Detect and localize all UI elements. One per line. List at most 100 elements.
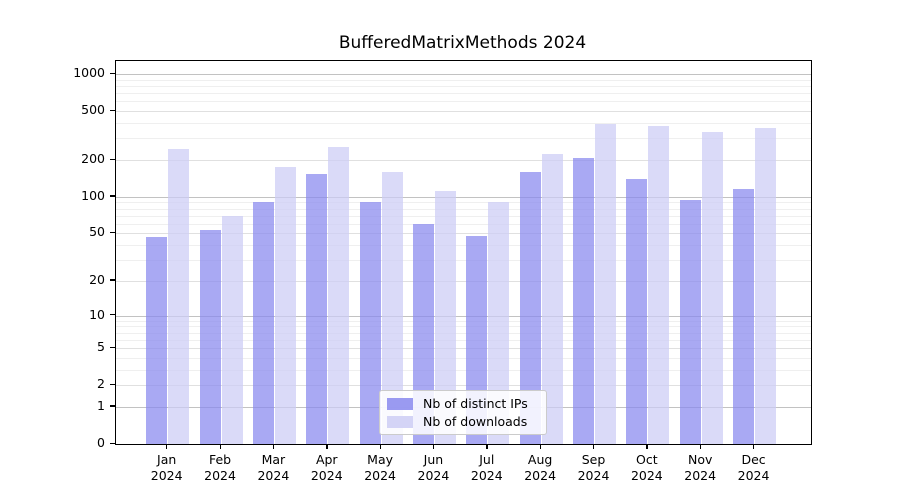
x-tick-year-mar: 2024 — [257, 468, 290, 483]
x-tick-month-may: May — [367, 452, 394, 467]
gridline-minor-30 — [116, 260, 811, 262]
x-tick-year-aug: 2024 — [524, 468, 557, 483]
x-tick-month-aug: Aug — [527, 452, 553, 467]
x-tick-nov — [699, 444, 701, 449]
gridline-minor-700 — [116, 93, 811, 95]
y-tick-500 — [110, 109, 115, 111]
bar-nb-of-downloads-nov — [701, 132, 723, 444]
bar-nb-of-downloads-feb — [221, 215, 243, 444]
x-tick-apr — [326, 444, 328, 449]
x-tick-label-mar: Mar 2024 — [245, 452, 301, 484]
legend-label-downloads: Nb of downloads — [423, 414, 528, 429]
x-tick-label-dec: Dec 2024 — [726, 452, 782, 484]
y-tick-label-10: 10 — [89, 306, 105, 322]
x-tick-label-feb: Feb 2024 — [192, 452, 248, 484]
bar-nb-of-distinct-ips-oct — [626, 178, 648, 444]
x-tick-year-feb: 2024 — [204, 468, 236, 483]
x-tick-jul — [486, 444, 488, 449]
bar-nb-of-downloads-jan — [168, 149, 190, 444]
y-tick-label-0: 0 — [97, 435, 105, 450]
x-tick-month-nov: Nov — [687, 452, 713, 467]
x-tick-month-jan: Jan — [157, 452, 177, 467]
gridline-minor-400 — [116, 123, 811, 125]
gridline-minor-7 — [116, 332, 811, 334]
gridline-minor-8 — [116, 326, 811, 328]
y-tick-1000 — [110, 72, 115, 74]
x-tick-year-jan: 2024 — [150, 468, 183, 483]
x-tick-label-may: May 2024 — [352, 452, 408, 484]
x-tick-mar — [272, 444, 275, 449]
x-tick-year-jul: 2024 — [470, 468, 503, 483]
x-tick-month-feb: Feb — [208, 452, 232, 467]
gridline-minor-60 — [116, 223, 811, 225]
gridline-minor-800 — [116, 85, 811, 87]
bar-nb-of-distinct-ips-mar — [252, 202, 274, 444]
y-tick-10 — [110, 314, 115, 316]
gridline-minor-70 — [116, 215, 811, 217]
y-tick-1 — [110, 405, 115, 407]
y-tick-label-50: 50 — [89, 224, 105, 240]
x-tick-month-mar: Mar — [261, 452, 286, 467]
gridline-minor-4 — [116, 357, 811, 359]
bar-nb-of-distinct-ips-nov — [679, 200, 701, 444]
x-tick-year-apr: 2024 — [310, 468, 343, 483]
gridline-500 — [116, 111, 811, 113]
x-tick-year-jun: 2024 — [417, 468, 450, 483]
x-tick-jun — [432, 444, 435, 449]
legend-item-distinct-ips: Nb of distinct IPs — [380, 396, 546, 411]
bar-nb-of-distinct-ips-feb — [199, 230, 221, 444]
bar-nb-of-distinct-ips-aug — [519, 171, 541, 444]
bar-nb-of-distinct-ips-dec — [733, 188, 755, 444]
x-tick-label-nov: Nov 2024 — [672, 452, 728, 484]
y-tick-100 — [110, 195, 115, 197]
y-tick-label-5: 5 — [97, 339, 105, 355]
gridline-10 — [116, 315, 811, 317]
x-tick-label-apr: Apr 2024 — [299, 452, 355, 484]
x-tick-month-dec: Dec — [741, 452, 766, 467]
x-tick-label-oct: Oct 2024 — [619, 452, 675, 484]
x-tick-sep — [593, 444, 595, 449]
chart-title: BufferedMatrixMethods 2024 — [338, 33, 587, 53]
gridline-minor-3 — [116, 369, 811, 371]
y-tick-label-200: 200 — [81, 151, 105, 167]
x-tick-month-apr: Apr — [315, 452, 338, 467]
gridline-5 — [116, 348, 811, 350]
legend-item-downloads: Nb of downloads — [380, 414, 546, 429]
bar-nb-of-downloads-oct — [648, 126, 670, 444]
x-tick-month-jul: Jul — [479, 452, 495, 467]
legend: Nb of distinct IPs Nb of downloads — [379, 390, 547, 435]
gridline-100 — [116, 196, 811, 198]
bar-nb-of-distinct-ips-sep — [573, 158, 594, 444]
bar-nb-of-downloads-mar — [274, 167, 296, 444]
x-tick-aug — [539, 444, 541, 449]
x-tick-label-aug: Aug 2024 — [512, 452, 568, 484]
bar-nb-of-downloads-may — [381, 171, 403, 444]
bar-nb-of-distinct-ips-apr — [306, 174, 328, 444]
x-tick-label-jun: Jun 2024 — [405, 452, 461, 484]
y-tick-0 — [110, 442, 115, 444]
y-tick-2 — [110, 383, 115, 385]
y-tick-label-20: 20 — [89, 271, 105, 287]
gridline-20 — [116, 280, 811, 282]
gridline-1000 — [116, 74, 811, 76]
y-tick-label-500: 500 — [81, 102, 105, 118]
bar-nb-of-distinct-ips-jan — [146, 236, 168, 444]
x-tick-year-nov: 2024 — [684, 468, 717, 483]
gridline-minor-6 — [116, 339, 811, 341]
y-tick-label-1000: 1000 — [73, 65, 105, 81]
legend-swatch-distinct-ips — [387, 397, 413, 410]
legend-swatch-downloads — [387, 415, 413, 428]
y-tick-5 — [110, 346, 115, 348]
bar-nb-of-downloads-apr — [328, 147, 350, 444]
bar-nb-of-downloads-dec — [755, 128, 777, 444]
gridline-minor-900 — [116, 79, 811, 81]
x-tick-year-may: 2024 — [364, 468, 396, 483]
bar-nb-of-downloads-aug — [541, 154, 563, 444]
x-tick-jan — [166, 444, 168, 449]
x-tick-month-jun: Jun — [423, 452, 444, 467]
x-tick-month-sep: Sep — [581, 452, 606, 467]
y-tick-label-1: 1 — [97, 397, 105, 413]
gridline-minor-90 — [116, 202, 811, 204]
x-tick-may — [379, 444, 381, 449]
